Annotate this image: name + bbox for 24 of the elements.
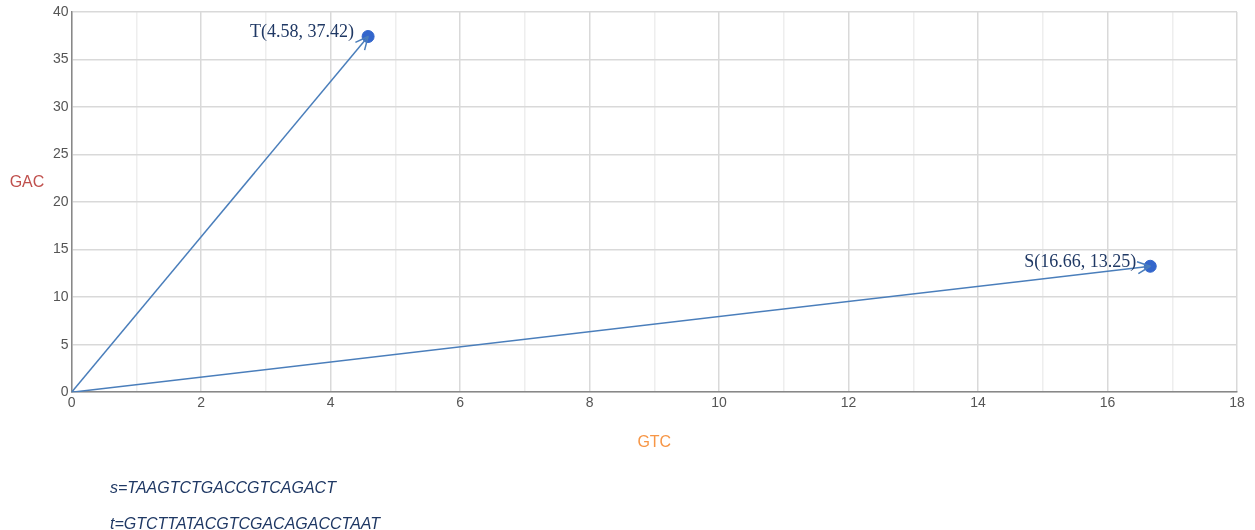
x-tick-label: 8	[585, 394, 594, 411]
x-tick-label: 18	[1229, 394, 1245, 411]
y-tick-label: 10	[52, 288, 69, 305]
y-tick-label: 40	[52, 2, 69, 19]
x-tick-label: 6	[456, 394, 465, 411]
y-tick-label: 5	[60, 335, 69, 352]
x-tick-label: 12	[840, 394, 857, 411]
x-axis-title: GTC	[637, 432, 672, 450]
y-axis-title: GAC	[9, 172, 45, 190]
y-tick-label: 15	[52, 240, 69, 257]
y-tick-label: 35	[52, 50, 69, 67]
x-tick-label: 2	[197, 394, 206, 411]
x-tick-label: 4	[326, 394, 335, 411]
y-tick-label: 20	[52, 192, 69, 209]
y-tick-label: 30	[52, 97, 69, 114]
y-tick-label: 0	[60, 383, 69, 400]
x-tick-label: 14	[970, 394, 987, 411]
x-tick-label: 10	[711, 394, 728, 411]
y-tick-label: 25	[52, 145, 69, 162]
text: t=GTCTTATACGTCGACAGACCTAAT	[110, 514, 382, 530]
x-tick-label: 16	[1099, 394, 1116, 411]
annotation: T(4.58, 37.42)	[250, 21, 355, 43]
text: s=TAAGTCTGACCGTCAGACT	[110, 478, 338, 496]
annotation: S(16.66, 13.25)	[1024, 250, 1137, 272]
